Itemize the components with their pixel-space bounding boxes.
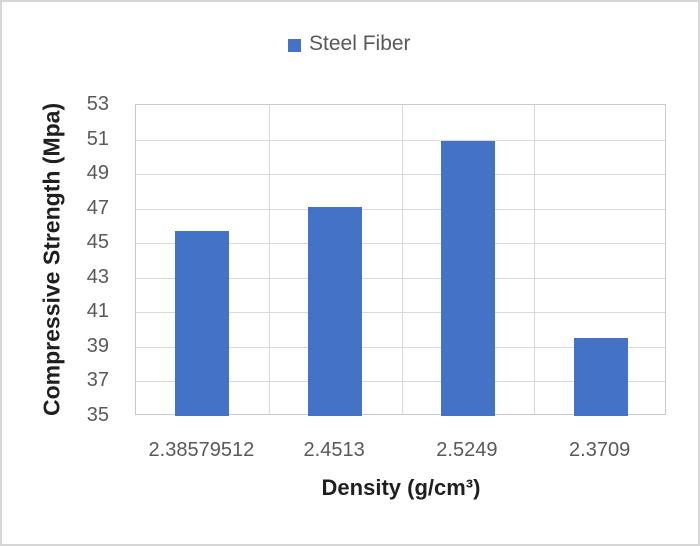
gridline [136,312,665,314]
gridline [401,105,403,414]
gridline [136,381,665,383]
legend-marker-steel-fiber [288,38,301,52]
legend: Steel Fiber [288,32,411,56]
x-tick-label: 2.38579512 [148,439,255,461]
y-tick-label: 51 [86,127,109,150]
gridline [534,105,536,414]
gridline [136,174,665,176]
y-tick-label: 53 [86,93,109,115]
y-tick-label: 47 [86,196,109,219]
y-tick-label: 43 [86,265,109,288]
gridline [136,208,665,210]
y-tick-label: 45 [86,231,109,254]
bar-2.38579512 [175,231,230,416]
gridline [136,139,665,141]
plot-area [135,104,666,416]
gridline [136,277,665,279]
y-tick-label: 39 [86,334,109,357]
x-tick-label: 2.5249 [436,439,498,461]
bar-2.3709 [573,338,628,416]
gridline [136,346,665,348]
legend-label: Steel Fiber [309,32,411,55]
x-tick-label: 2.3709 [569,439,631,461]
x-tick-label: 2.4513 [303,439,365,461]
gridline [268,105,270,414]
y-tick-label: 35 [86,404,109,426]
x-axis-title: Density (g/cm³) [321,475,481,500]
y-tick-label: 41 [86,300,109,323]
bar-2.5249 [440,141,495,416]
gridline [136,243,665,245]
bar-2.4513 [308,206,363,416]
y-tick-label: 49 [86,162,109,185]
y-tick-label: 37 [86,369,109,392]
